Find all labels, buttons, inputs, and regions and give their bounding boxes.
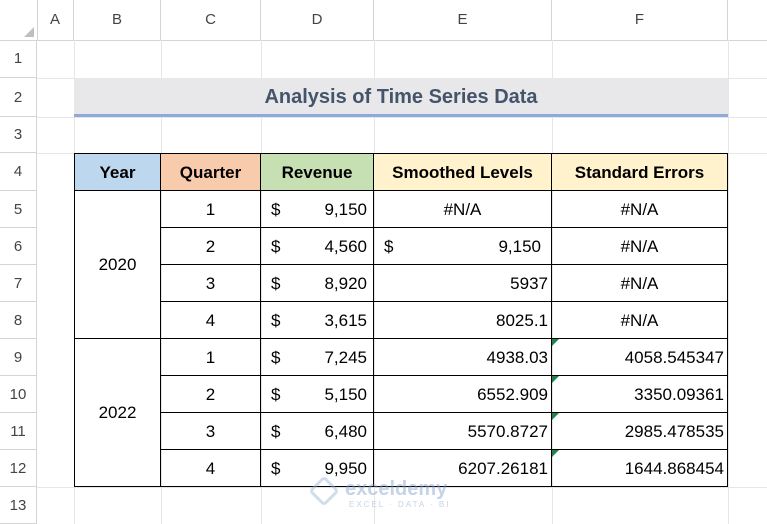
- error-indicator-icon: [552, 450, 559, 457]
- stderr-cell[interactable]: 1644.868454: [552, 450, 728, 487]
- header-quarter[interactable]: Quarter: [161, 153, 261, 191]
- row-header-5[interactable]: 5: [0, 191, 37, 228]
- error-indicator-icon: [552, 339, 559, 346]
- error-indicator-icon: [552, 413, 559, 420]
- revenue-cell[interactable]: $ 4,560: [261, 228, 374, 265]
- smoothed-cell[interactable]: 8025.1: [374, 302, 552, 339]
- row-header-3[interactable]: 3: [0, 117, 37, 153]
- row-header-7[interactable]: 7: [0, 265, 37, 302]
- stderr-cell[interactable]: 3350.09361: [552, 376, 728, 413]
- quarter-cell[interactable]: 4: [161, 450, 261, 487]
- revenue-value: 5,150: [324, 385, 367, 404]
- column-header-a[interactable]: A: [37, 0, 74, 40]
- header-revenue[interactable]: Revenue: [261, 153, 374, 191]
- revenue-cell[interactable]: $ 7,245: [261, 339, 374, 376]
- quarter-cell[interactable]: 1: [161, 191, 261, 228]
- smoothed-cell[interactable]: 6552.909: [374, 376, 552, 413]
- revenue-cell[interactable]: $ 9,150: [261, 191, 374, 228]
- currency-symbol: $: [271, 348, 281, 367]
- smoothed-cell[interactable]: #N/A: [374, 191, 552, 228]
- stderr-value: 1644.868454: [624, 459, 724, 478]
- currency-symbol: $: [271, 274, 281, 293]
- smoothed-cell[interactable]: 5570.8727: [374, 413, 552, 450]
- quarter-cell[interactable]: 3: [161, 265, 261, 302]
- column-header-f[interactable]: F: [552, 0, 728, 40]
- year-cell-2022[interactable]: 2022: [74, 339, 161, 487]
- revenue-value: 3,615: [324, 311, 367, 330]
- row-header-4[interactable]: 4: [0, 153, 37, 191]
- stderr-cell[interactable]: 2985.478535: [552, 413, 728, 450]
- watermark-tagline: EXCEL · DATA · BI: [349, 500, 451, 509]
- revenue-cell[interactable]: $ 9,950: [261, 450, 374, 487]
- sheet-title[interactable]: Analysis of Time Series Data: [74, 78, 728, 117]
- revenue-value: 6,480: [324, 422, 367, 441]
- row-header-6[interactable]: 6: [0, 228, 37, 265]
- revenue-cell[interactable]: $ 5,150: [261, 376, 374, 413]
- column-header-c[interactable]: C: [161, 0, 261, 40]
- smoothed-cell[interactable]: 4938.03: [374, 339, 552, 376]
- smoothed-cell[interactable]: $ 9,150: [374, 228, 552, 265]
- smoothed-cell[interactable]: 5937: [374, 265, 552, 302]
- revenue-cell[interactable]: $ 6,480: [261, 413, 374, 450]
- select-all-corner[interactable]: [0, 0, 38, 40]
- row-header-9[interactable]: 9: [0, 339, 37, 376]
- stderr-cell[interactable]: 4058.545347: [552, 339, 728, 376]
- revenue-cell[interactable]: $ 8,920: [261, 265, 374, 302]
- currency-symbol: $: [271, 237, 281, 256]
- row-header-1[interactable]: 1: [0, 40, 37, 78]
- revenue-value: 7,245: [324, 348, 367, 367]
- quarter-cell[interactable]: 4: [161, 302, 261, 339]
- watermark-name: exceldemy: [345, 478, 448, 500]
- row-header-10[interactable]: 10: [0, 376, 37, 413]
- revenue-value: 9,150: [324, 200, 367, 219]
- row-header-8[interactable]: 8: [0, 302, 37, 339]
- column-header-e[interactable]: E: [374, 0, 552, 40]
- stderr-cell[interactable]: #N/A: [552, 191, 728, 228]
- smoothed-value: 9,150: [498, 237, 541, 256]
- stderr-cell[interactable]: #N/A: [552, 228, 728, 265]
- quarter-cell[interactable]: 2: [161, 228, 261, 265]
- currency-symbol: $: [271, 200, 281, 219]
- watermark: exceldemy EXCEL · DATA · BI: [308, 475, 473, 512]
- year-cell-2020[interactable]: 2020: [74, 191, 161, 339]
- header-smoothed-levels[interactable]: Smoothed Levels: [374, 153, 552, 191]
- revenue-value: 9,950: [324, 459, 367, 478]
- currency-symbol: $: [384, 237, 394, 256]
- column-header-bar: A B C D E F: [0, 0, 767, 41]
- revenue-value: 4,560: [324, 237, 367, 256]
- row-header-12[interactable]: 12: [0, 450, 37, 487]
- currency-symbol: $: [271, 459, 281, 478]
- exceldemy-logo-icon: [308, 475, 340, 507]
- column-header-d[interactable]: D: [261, 0, 374, 40]
- stderr-cell[interactable]: #N/A: [552, 302, 728, 339]
- header-year[interactable]: Year: [74, 153, 161, 191]
- stderr-value: 2985.478535: [624, 422, 724, 441]
- row-header-13[interactable]: 13: [0, 487, 37, 524]
- stderr-value: 3350.09361: [634, 385, 724, 404]
- column-header-b[interactable]: B: [74, 0, 161, 40]
- currency-symbol: $: [271, 311, 281, 330]
- error-indicator-icon: [552, 376, 559, 383]
- revenue-value: 8,920: [324, 274, 367, 293]
- revenue-cell[interactable]: $ 3,615: [261, 302, 374, 339]
- row-header-11[interactable]: 11: [0, 413, 37, 450]
- quarter-cell[interactable]: 3: [161, 413, 261, 450]
- stderr-cell[interactable]: #N/A: [552, 265, 728, 302]
- smoothed-cell[interactable]: 6207.26181: [374, 450, 552, 487]
- currency-symbol: $: [271, 422, 281, 441]
- currency-symbol: $: [271, 385, 281, 404]
- stderr-value: 4058.545347: [624, 348, 724, 367]
- quarter-cell[interactable]: 2: [161, 376, 261, 413]
- header-standard-errors[interactable]: Standard Errors: [552, 153, 728, 191]
- row-header-2[interactable]: 2: [0, 78, 37, 117]
- quarter-cell[interactable]: 1: [161, 339, 261, 376]
